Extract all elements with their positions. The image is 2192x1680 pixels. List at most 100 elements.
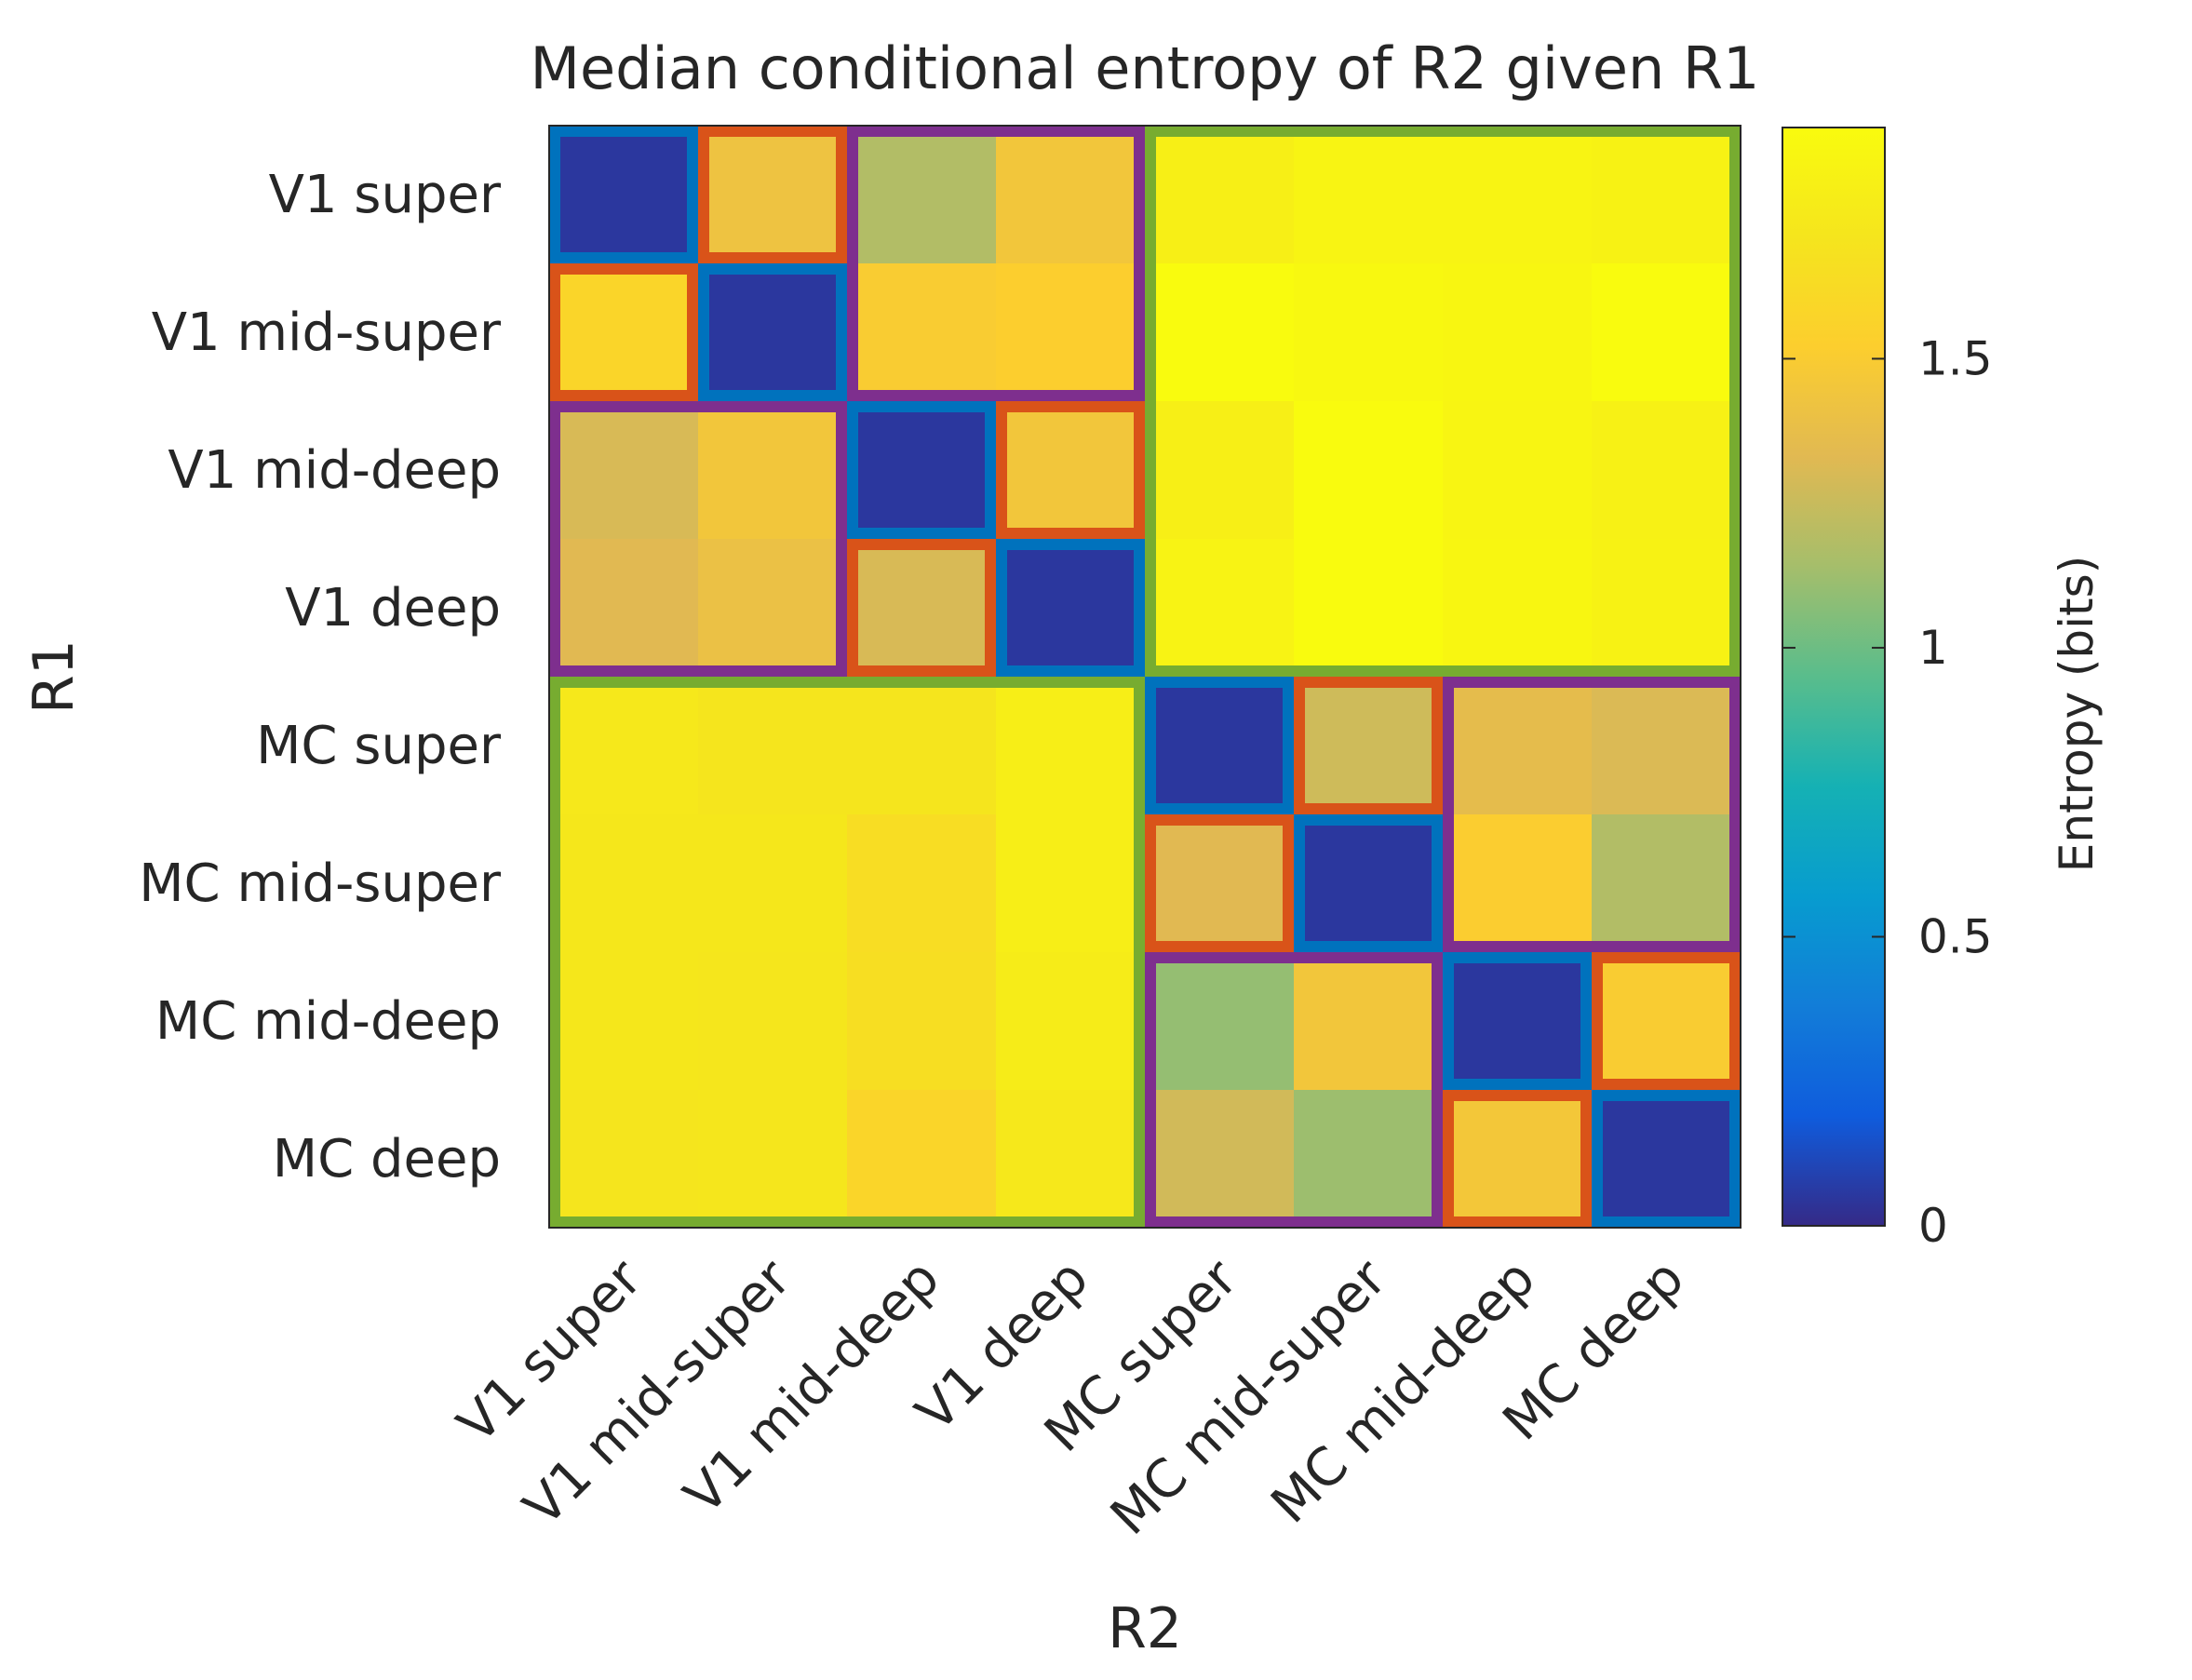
heatmap-cell <box>847 263 997 402</box>
heatmap-cell <box>1145 952 1295 1091</box>
heatmap-cell <box>847 126 997 264</box>
heatmap-cells <box>549 126 1741 1229</box>
heatmap-cell <box>1592 1090 1741 1229</box>
heatmap-cell <box>996 814 1146 953</box>
heatmap-cell <box>1592 814 1741 953</box>
heatmap-cell <box>1592 539 1741 678</box>
heatmap-cell <box>698 677 848 815</box>
heatmap-cell <box>1443 814 1593 953</box>
colorbar-label: Entropy (bits) <box>2050 556 2104 872</box>
heatmap-cell <box>698 126 848 264</box>
heatmap-cell <box>1294 401 1444 540</box>
heatmap-cell <box>1294 539 1444 678</box>
heatmap-cell <box>698 263 848 402</box>
colorbar-tick-label: 1.5 <box>1918 331 1993 385</box>
heatmap-cell <box>549 401 699 540</box>
heatmap-cell <box>996 401 1146 540</box>
cross-area-outline <box>549 677 1145 1228</box>
colorbar-tick-label: 1 <box>1918 621 1948 675</box>
self-outline <box>549 126 698 263</box>
heatmap-cell <box>847 539 997 678</box>
heatmap-cell <box>847 814 997 953</box>
y-tick-labels: V1 super V1 mid-super V1 mid-deep V1 deep MC… <box>139 165 502 1189</box>
heatmap-cell <box>549 952 699 1091</box>
heatmap-cell <box>549 814 699 953</box>
heatmap-cell <box>1443 263 1593 402</box>
heatmap-cell <box>1592 677 1741 815</box>
heatmap-cell <box>1592 952 1741 1091</box>
self-outline <box>996 539 1145 677</box>
heatmap-cell <box>1294 952 1444 1091</box>
y-tick-label: V1 super <box>269 165 502 225</box>
heatmap-cell <box>1145 1090 1295 1229</box>
layer-pair-outline <box>1145 814 1294 952</box>
y-tick-label: V1 mid-deep <box>168 440 501 501</box>
heatmap-cell <box>1145 539 1295 678</box>
heatmap-cell <box>1443 126 1593 264</box>
heatmap-cell <box>996 263 1146 402</box>
self-outline <box>1443 952 1592 1090</box>
heatmap-cell <box>1145 814 1295 953</box>
heatmap-cell <box>698 952 848 1091</box>
cross-area-outline <box>1145 126 1741 677</box>
heatmap-cell <box>996 539 1146 678</box>
y-tick-label: V1 deep <box>285 578 501 638</box>
heatmap-cell <box>1145 401 1295 540</box>
heatmap-cell <box>549 263 699 402</box>
heatmap-cell <box>1592 126 1741 264</box>
heatmap-cell <box>996 1090 1146 1229</box>
self-outline <box>1592 1090 1741 1228</box>
layer-pair-outline <box>1294 677 1443 814</box>
heatmap-cell <box>847 1090 997 1229</box>
heatmap-cell <box>549 1090 699 1229</box>
heatmap-cell <box>1294 263 1444 402</box>
x-tick-label: MC mid-deep <box>1260 1248 1547 1535</box>
self-outline <box>1294 814 1443 952</box>
heatmap-cell <box>847 952 997 1091</box>
heatmap-cell <box>1145 263 1295 402</box>
heatmap-cell <box>847 401 997 540</box>
heatmap-cell <box>996 126 1146 264</box>
heatmap-cell <box>996 952 1146 1091</box>
colorbar-tick-label: 0.5 <box>1918 909 1993 963</box>
heatmap-cell <box>549 677 699 815</box>
block-outlines <box>549 126 1741 1228</box>
y-tick-label: MC mid-super <box>139 853 502 914</box>
heatmap-cell <box>698 814 848 953</box>
chart-title: Median conditional entropy of R2 given R… <box>530 34 1759 102</box>
heatmap-cell <box>698 401 848 540</box>
heatmap-cell <box>847 677 997 815</box>
heatmap-cell <box>1592 263 1741 402</box>
layer-pair-outline <box>549 263 698 401</box>
heatmap-cell <box>1145 677 1295 815</box>
y-axis-label: R1 <box>21 639 87 714</box>
heatmap-cell <box>698 1090 848 1229</box>
y-tick-label: MC deep <box>273 1129 501 1189</box>
heatmap-cell <box>1145 126 1295 264</box>
y-tick-label: MC super <box>256 716 502 776</box>
layer-pair-outline <box>847 539 996 677</box>
y-tick-label: MC mid-deep <box>155 991 501 1052</box>
heatmap-cell <box>1592 401 1741 540</box>
x-axis-label: R2 <box>1108 1596 1182 1661</box>
same-area-outline <box>847 126 1145 401</box>
plot-frame <box>548 125 1741 1229</box>
same-area-outline <box>549 401 847 677</box>
heatmap-cell <box>1294 814 1444 953</box>
layer-pair-outline <box>1443 1090 1592 1228</box>
heatmap-cell <box>1443 952 1593 1091</box>
heatmap-cell <box>1443 401 1593 540</box>
heatmap-cell <box>1443 677 1593 815</box>
same-area-outline <box>1145 952 1443 1228</box>
heatmap-cell <box>1443 1090 1593 1229</box>
layer-pair-outline <box>698 126 847 263</box>
y-tick-label: V1 mid-super <box>152 302 502 363</box>
colorbar <box>1782 127 1886 1227</box>
x-tick-label: MC mid-super <box>1099 1247 1399 1547</box>
colorbar-ticks: 0 0.5 1 1.5 <box>1782 331 1993 1253</box>
x-tick-label: V1 mid-super <box>513 1247 803 1538</box>
self-outline <box>847 401 996 539</box>
